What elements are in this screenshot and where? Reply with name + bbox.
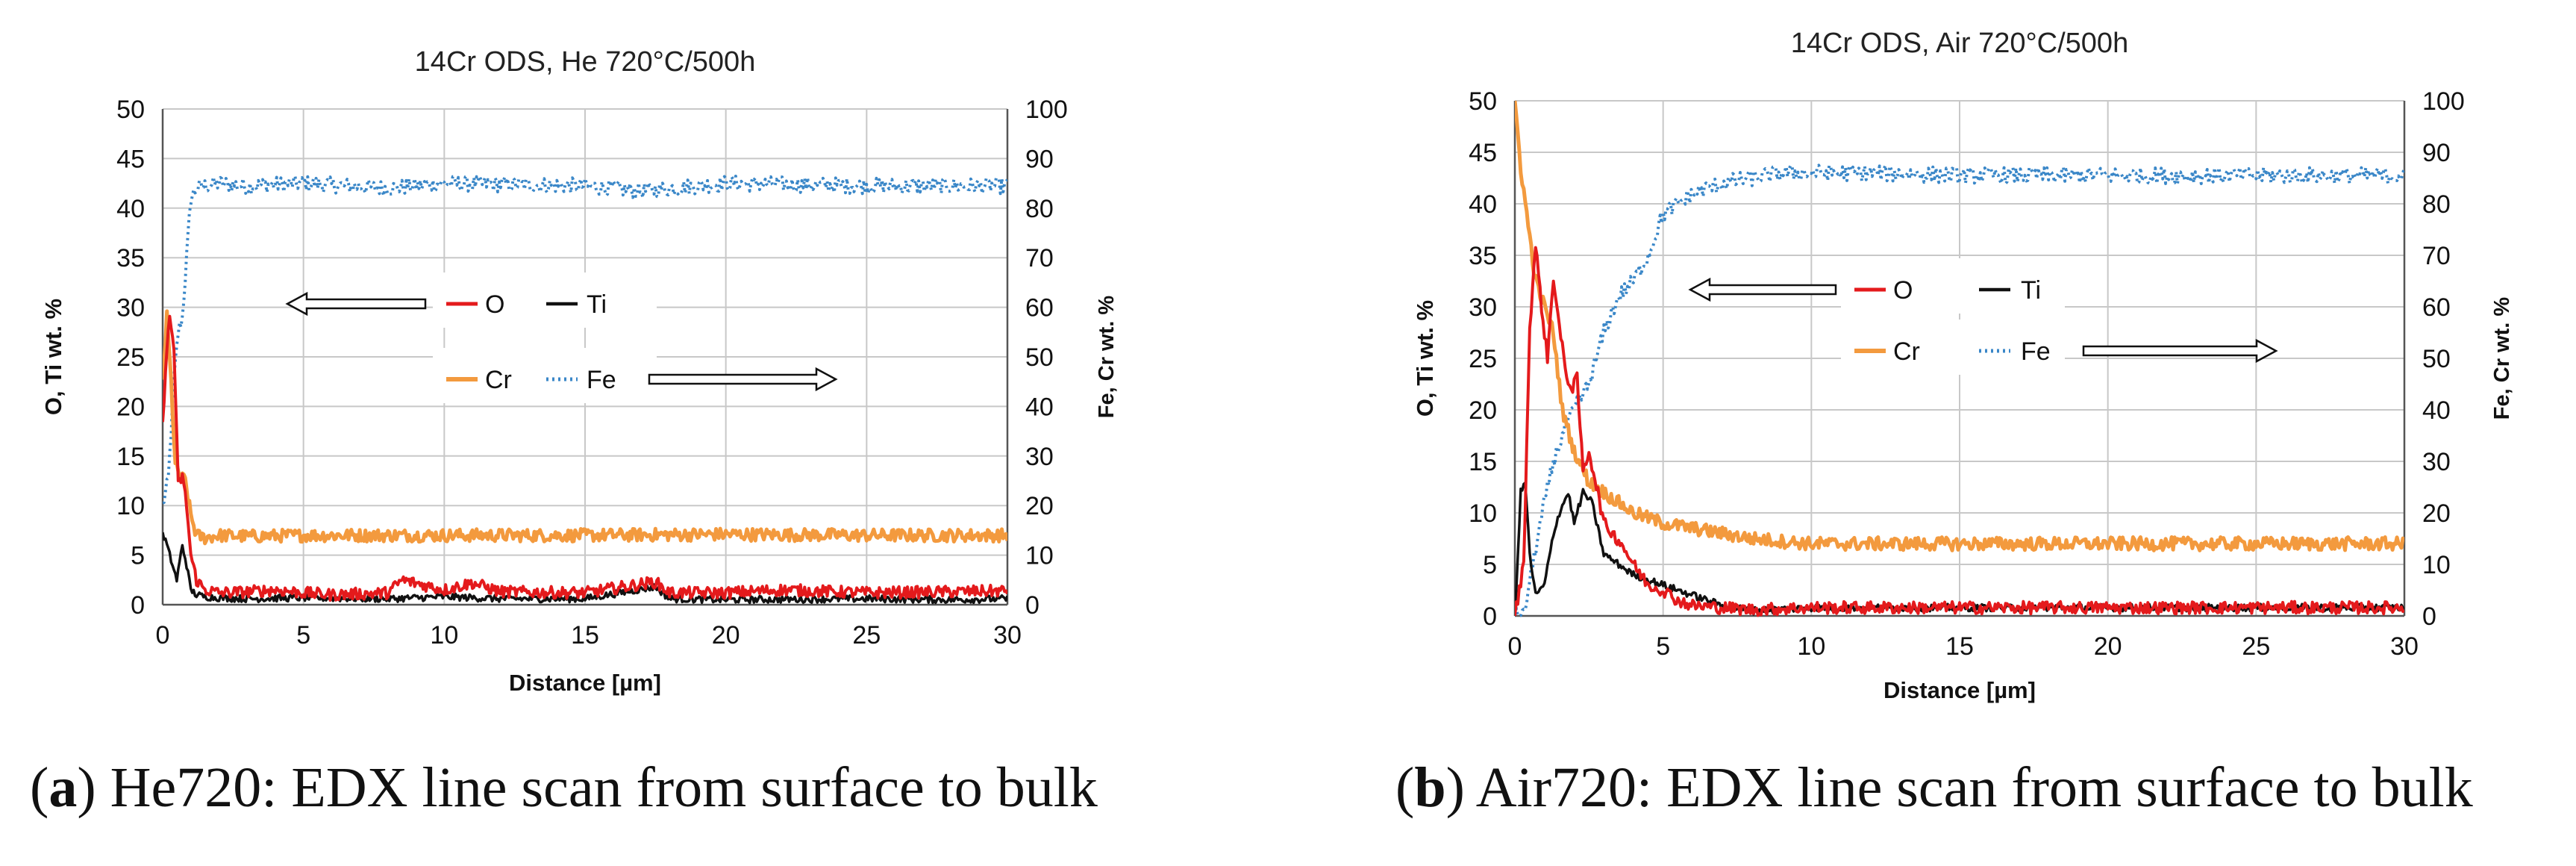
y-tick-label: 20 [1469, 396, 1497, 425]
legend-label-fe: Fe [2021, 337, 2051, 366]
y-tick-label: 25 [116, 343, 145, 372]
x-axis-label: Distance [µm] [1883, 677, 2036, 703]
y2-tick-label: 30 [2422, 448, 2451, 476]
y2-tick-label: 70 [1025, 244, 1054, 272]
y-tick-label: 5 [1483, 551, 1497, 579]
chart-title: 14Cr ODS, He 720°C/500h [415, 46, 756, 78]
legend-box [1841, 320, 2065, 375]
y2-tick-label: 100 [2422, 87, 2465, 116]
plot-area [163, 174, 1007, 605]
y2-axis-label: Fe, Cr wt. % [2490, 297, 2514, 420]
y-tick-label: 40 [1469, 190, 1497, 219]
legend-label-o: O [485, 290, 504, 319]
legend-arrow-right [648, 367, 838, 392]
y2-tick-label: 90 [2422, 139, 2451, 167]
plot-area [1515, 100, 2404, 617]
legend-label-o: O [1893, 276, 1913, 305]
y-tick-label: 5 [131, 542, 145, 570]
x-axis-label: Distance [µm] [509, 670, 661, 696]
x-tick-label: 15 [571, 621, 599, 650]
series-line-fe [163, 174, 1007, 505]
legend-box [1841, 258, 2065, 314]
y2-tick-label: 0 [1025, 591, 1040, 620]
y2-tick-label: 70 [2422, 242, 2451, 270]
y-tick-label: 20 [116, 393, 145, 421]
y-tick-label: 0 [131, 591, 145, 620]
y-tick-label: 35 [1469, 242, 1497, 270]
series-line-cr [163, 309, 1007, 546]
x-tick-label: 30 [993, 621, 1022, 650]
y-tick-label: 25 [1469, 345, 1497, 373]
chart-panel-a: 14Cr ODS, He 720°C/500h 0 5 10 15 20 25 30 35 40 4… [40, 46, 1119, 696]
legend-box [433, 348, 657, 403]
y2-tick-label: 80 [1025, 195, 1054, 223]
y-tick-label: 50 [1469, 87, 1497, 116]
y2-tick-label: 50 [1025, 343, 1054, 372]
y2-tick-label: 0 [2422, 602, 2436, 631]
x-tick-label: 0 [156, 621, 170, 650]
y-tick-label: 50 [116, 96, 145, 124]
x-tick-label: 20 [2094, 632, 2122, 661]
series-line-o [163, 314, 1007, 602]
series-line-cr [1515, 100, 2404, 552]
legend-box [433, 272, 657, 328]
legend-label-cr: Cr [485, 366, 512, 394]
caption-a: (a) He720: EDX line scan from surface to… [30, 756, 1098, 819]
x-tick-label: 5 [1656, 632, 1670, 661]
legend-label-ti: Ti [2021, 276, 2041, 305]
x-tick-label: 20 [712, 621, 740, 650]
y2-tick-label: 10 [2422, 551, 2451, 579]
legend-arrow-left [285, 291, 427, 317]
x-tick-label: 5 [296, 621, 310, 650]
y2-tick-label: 100 [1025, 96, 1068, 124]
y2-axis-label: Fe, Cr wt. % [1095, 296, 1119, 419]
y-tick-label: 45 [1469, 139, 1497, 167]
y2-tick-label: 20 [2422, 499, 2451, 528]
legend-arrow-right [2082, 338, 2278, 364]
y-tick-label: 35 [116, 244, 145, 272]
y2-tick-label: 80 [2422, 190, 2451, 219]
chart-title: 14Cr ODS, Air 720°C/500h [1791, 28, 2128, 59]
legend-label-fe: Fe [587, 366, 616, 394]
chart-panel-b: 14Cr ODS, Air 720°C/500h 0 5 10 15 20 25 30 35 40… [1412, 28, 2514, 703]
caption-b: (b) Air720: EDX line scan from surface t… [1395, 756, 2473, 819]
legend-arrow-left [1688, 277, 1837, 302]
y-tick-label: 15 [1469, 448, 1497, 476]
series-line-o [1515, 246, 2404, 617]
y-axis-label: O, Ti wt. % [1412, 300, 1438, 417]
y-tick-label: 30 [116, 294, 145, 323]
y2-tick-label: 60 [2422, 293, 2451, 322]
y-axis-label: O, Ti wt. % [40, 299, 66, 415]
y2-tick-label: 30 [1025, 443, 1054, 471]
x-tick-label: 10 [430, 621, 458, 650]
y-tick-label: 15 [116, 443, 145, 471]
series-line-fe [1515, 163, 2404, 617]
y2-tick-label: 10 [1025, 542, 1054, 570]
y-tick-label: 30 [1469, 293, 1497, 322]
x-tick-label: 25 [852, 621, 881, 650]
x-tick-label: 25 [2242, 632, 2270, 661]
y2-tick-label: 40 [2422, 396, 2451, 425]
legend-label-ti: Ti [587, 290, 607, 319]
y2-tick-label: 20 [1025, 492, 1054, 520]
legend-label-cr: Cr [1893, 337, 1920, 366]
y-tick-label: 0 [1483, 602, 1497, 631]
y2-tick-label: 90 [1025, 145, 1054, 173]
y2-tick-label: 60 [1025, 294, 1054, 323]
y-tick-label: 40 [116, 195, 145, 223]
y-tick-label: 10 [116, 492, 145, 520]
x-tick-label: 15 [1945, 632, 1974, 661]
x-tick-label: 0 [1508, 632, 1522, 661]
y2-tick-label: 50 [2422, 345, 2451, 373]
y-tick-label: 45 [116, 145, 145, 173]
x-tick-label: 30 [2390, 632, 2419, 661]
y2-tick-label: 40 [1025, 393, 1054, 421]
y-tick-label: 10 [1469, 499, 1497, 528]
x-tick-label: 10 [1797, 632, 1825, 661]
